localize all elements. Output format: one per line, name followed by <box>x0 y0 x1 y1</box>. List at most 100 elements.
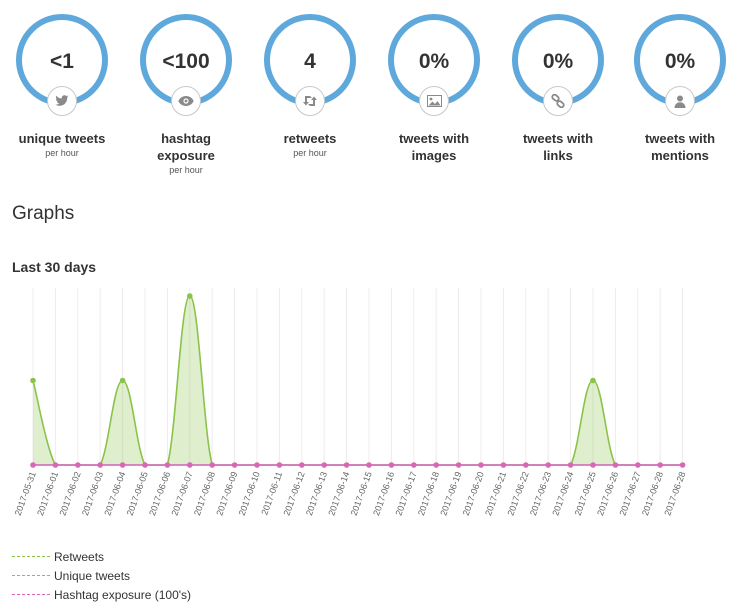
stat-value: 0% <box>542 50 574 73</box>
stat-ring: 0% <box>634 14 726 116</box>
x-tick-label: 2017-06-18 <box>416 470 441 517</box>
x-tick-label: 2017-06-05 <box>125 470 150 517</box>
hashtag-exposure-point <box>612 462 619 468</box>
stat-ring: 0% <box>512 14 604 116</box>
retweets-point <box>119 377 126 384</box>
x-tick-label: 2017-06-21 <box>483 470 508 517</box>
chart-title: Last 30 days <box>12 259 97 275</box>
x-tick-label: 2017-06-04 <box>102 470 127 517</box>
hashtag-exposure-point <box>635 462 641 468</box>
stat-label: hashtag exposure <box>157 131 215 163</box>
x-tick-label: 2017-06-24 <box>550 470 575 517</box>
hashtag-exposure-point <box>500 462 507 468</box>
twitter-bird-icon <box>47 86 77 116</box>
x-tick-label: 2017-06-26 <box>595 470 620 517</box>
section-title: Graphs <box>12 203 75 224</box>
image-icon <box>419 86 449 116</box>
hashtag-exposure-point <box>433 462 440 468</box>
x-tick-label: 2017-06-12 <box>282 470 307 517</box>
stat-label: tweets with links <box>522 131 594 163</box>
stat-label: tweets with mentions <box>644 131 716 163</box>
stat-unique-tweets: <1 unique tweets per hour <box>2 14 122 159</box>
line-chart: 2017-05-312017-06-012017-06-022017-06-03… <box>13 288 687 517</box>
hashtag-exposure-point <box>254 462 260 468</box>
hashtag-exposure-point <box>679 462 686 468</box>
stat-sub: per hour <box>169 165 203 175</box>
hashtag-exposure-point <box>119 462 126 468</box>
stat-value: <1 <box>50 50 74 73</box>
retweet-icon <box>295 86 325 116</box>
stats-row: <1 unique tweets per hour <100 hashtag e… <box>0 0 739 190</box>
stat-value: 0% <box>418 50 450 73</box>
hashtag-exposure-point <box>164 462 171 468</box>
x-tick-label: 2017-06-20 <box>461 470 486 517</box>
x-tick-label: 2017-06-06 <box>147 470 172 517</box>
stat-label: retweets <box>283 131 337 146</box>
stat-value: 4 <box>304 50 316 73</box>
hashtag-exposure-point <box>30 462 36 468</box>
stat-ring: <1 <box>16 14 108 116</box>
x-tick-label: 2017-06-16 <box>371 470 396 517</box>
hashtag-exposure-point <box>411 462 417 468</box>
legend-label: Unique tweets <box>54 568 131 583</box>
x-tick-label: 2017-06-28 <box>640 470 665 517</box>
x-tick-label: 2017-06-02 <box>58 470 83 517</box>
user-icon <box>665 86 695 116</box>
x-tick-label: 2017-06-19 <box>438 470 463 517</box>
legend-swatch-hashtag-exposure <box>12 594 50 595</box>
legend-swatch-retweets <box>12 556 50 557</box>
stat-value: <100 <box>162 50 210 73</box>
x-tick-label: 2017-06-28 <box>662 470 687 517</box>
hashtag-exposure-point <box>187 462 193 468</box>
link-icon <box>543 86 573 116</box>
hashtag-exposure-point <box>366 462 372 468</box>
stat-label: unique tweets <box>18 131 106 146</box>
stat-sub: per hour <box>45 148 79 158</box>
x-tick-label: 2017-06-15 <box>349 470 374 517</box>
x-tick-label: 2017-06-01 <box>35 470 60 517</box>
hashtag-exposure-point <box>276 462 283 468</box>
hashtag-exposure-point <box>545 462 551 468</box>
stat-sub: per hour <box>293 148 327 158</box>
retweets-point <box>187 293 193 299</box>
x-tick-label: 2017-06-10 <box>237 470 262 517</box>
hashtag-exposure-point <box>231 462 238 468</box>
stat-value: 0% <box>664 50 696 73</box>
x-tick-label: 2017-06-09 <box>214 470 239 517</box>
eye-icon <box>171 86 201 116</box>
hashtag-exposure-point <box>209 462 215 468</box>
x-tick-label: 2017-06-08 <box>192 470 217 517</box>
stat-ring: 0% <box>388 14 480 116</box>
x-tick-label: 2017-06-23 <box>528 470 553 517</box>
hashtag-exposure-point <box>299 462 305 468</box>
hashtag-exposure-point <box>343 462 350 468</box>
hashtag-exposure-point <box>388 462 395 468</box>
legend-item: Retweets <box>12 547 191 566</box>
hashtag-exposure-point <box>657 462 663 468</box>
x-tick-label: 2017-06-13 <box>304 470 329 517</box>
hashtag-exposure-point <box>523 462 529 468</box>
x-tick-label: 2017-06-22 <box>506 470 531 517</box>
x-tick-label: 2017-06-17 <box>394 470 419 517</box>
chart-legend: Retweets Unique tweets Hashtag exposure … <box>12 547 191 604</box>
legend-swatch-unique-tweets <box>12 575 50 576</box>
stat-tweets-with-mentions: 0% tweets with mentions <box>620 14 739 164</box>
hashtag-exposure-point <box>75 462 81 468</box>
hashtag-exposure-point <box>455 462 462 468</box>
legend-item: Unique tweets <box>12 566 191 585</box>
stat-hashtag-exposure: <100 hashtag exposure per hour <box>126 14 246 176</box>
x-tick-label: 2017-05-31 <box>13 470 38 517</box>
stat-label: tweets with images <box>398 131 470 163</box>
hashtag-exposure-point <box>478 462 484 468</box>
stat-retweets: 4 retweets per hour <box>250 14 370 159</box>
retweets-point <box>30 377 36 384</box>
x-tick-label: 2017-06-11 <box>259 470 284 516</box>
stat-tweets-with-links: 0% tweets with links <box>498 14 618 164</box>
x-tick-label: 2017-06-27 <box>618 470 643 517</box>
x-tick-label: 2017-06-14 <box>326 470 351 517</box>
x-tick-label: 2017-06-25 <box>573 470 598 517</box>
hashtag-exposure-point <box>142 462 148 468</box>
stat-ring: <100 <box>140 14 232 116</box>
stat-tweets-with-images: 0% tweets with images <box>374 14 494 164</box>
stat-ring: 4 <box>264 14 356 116</box>
